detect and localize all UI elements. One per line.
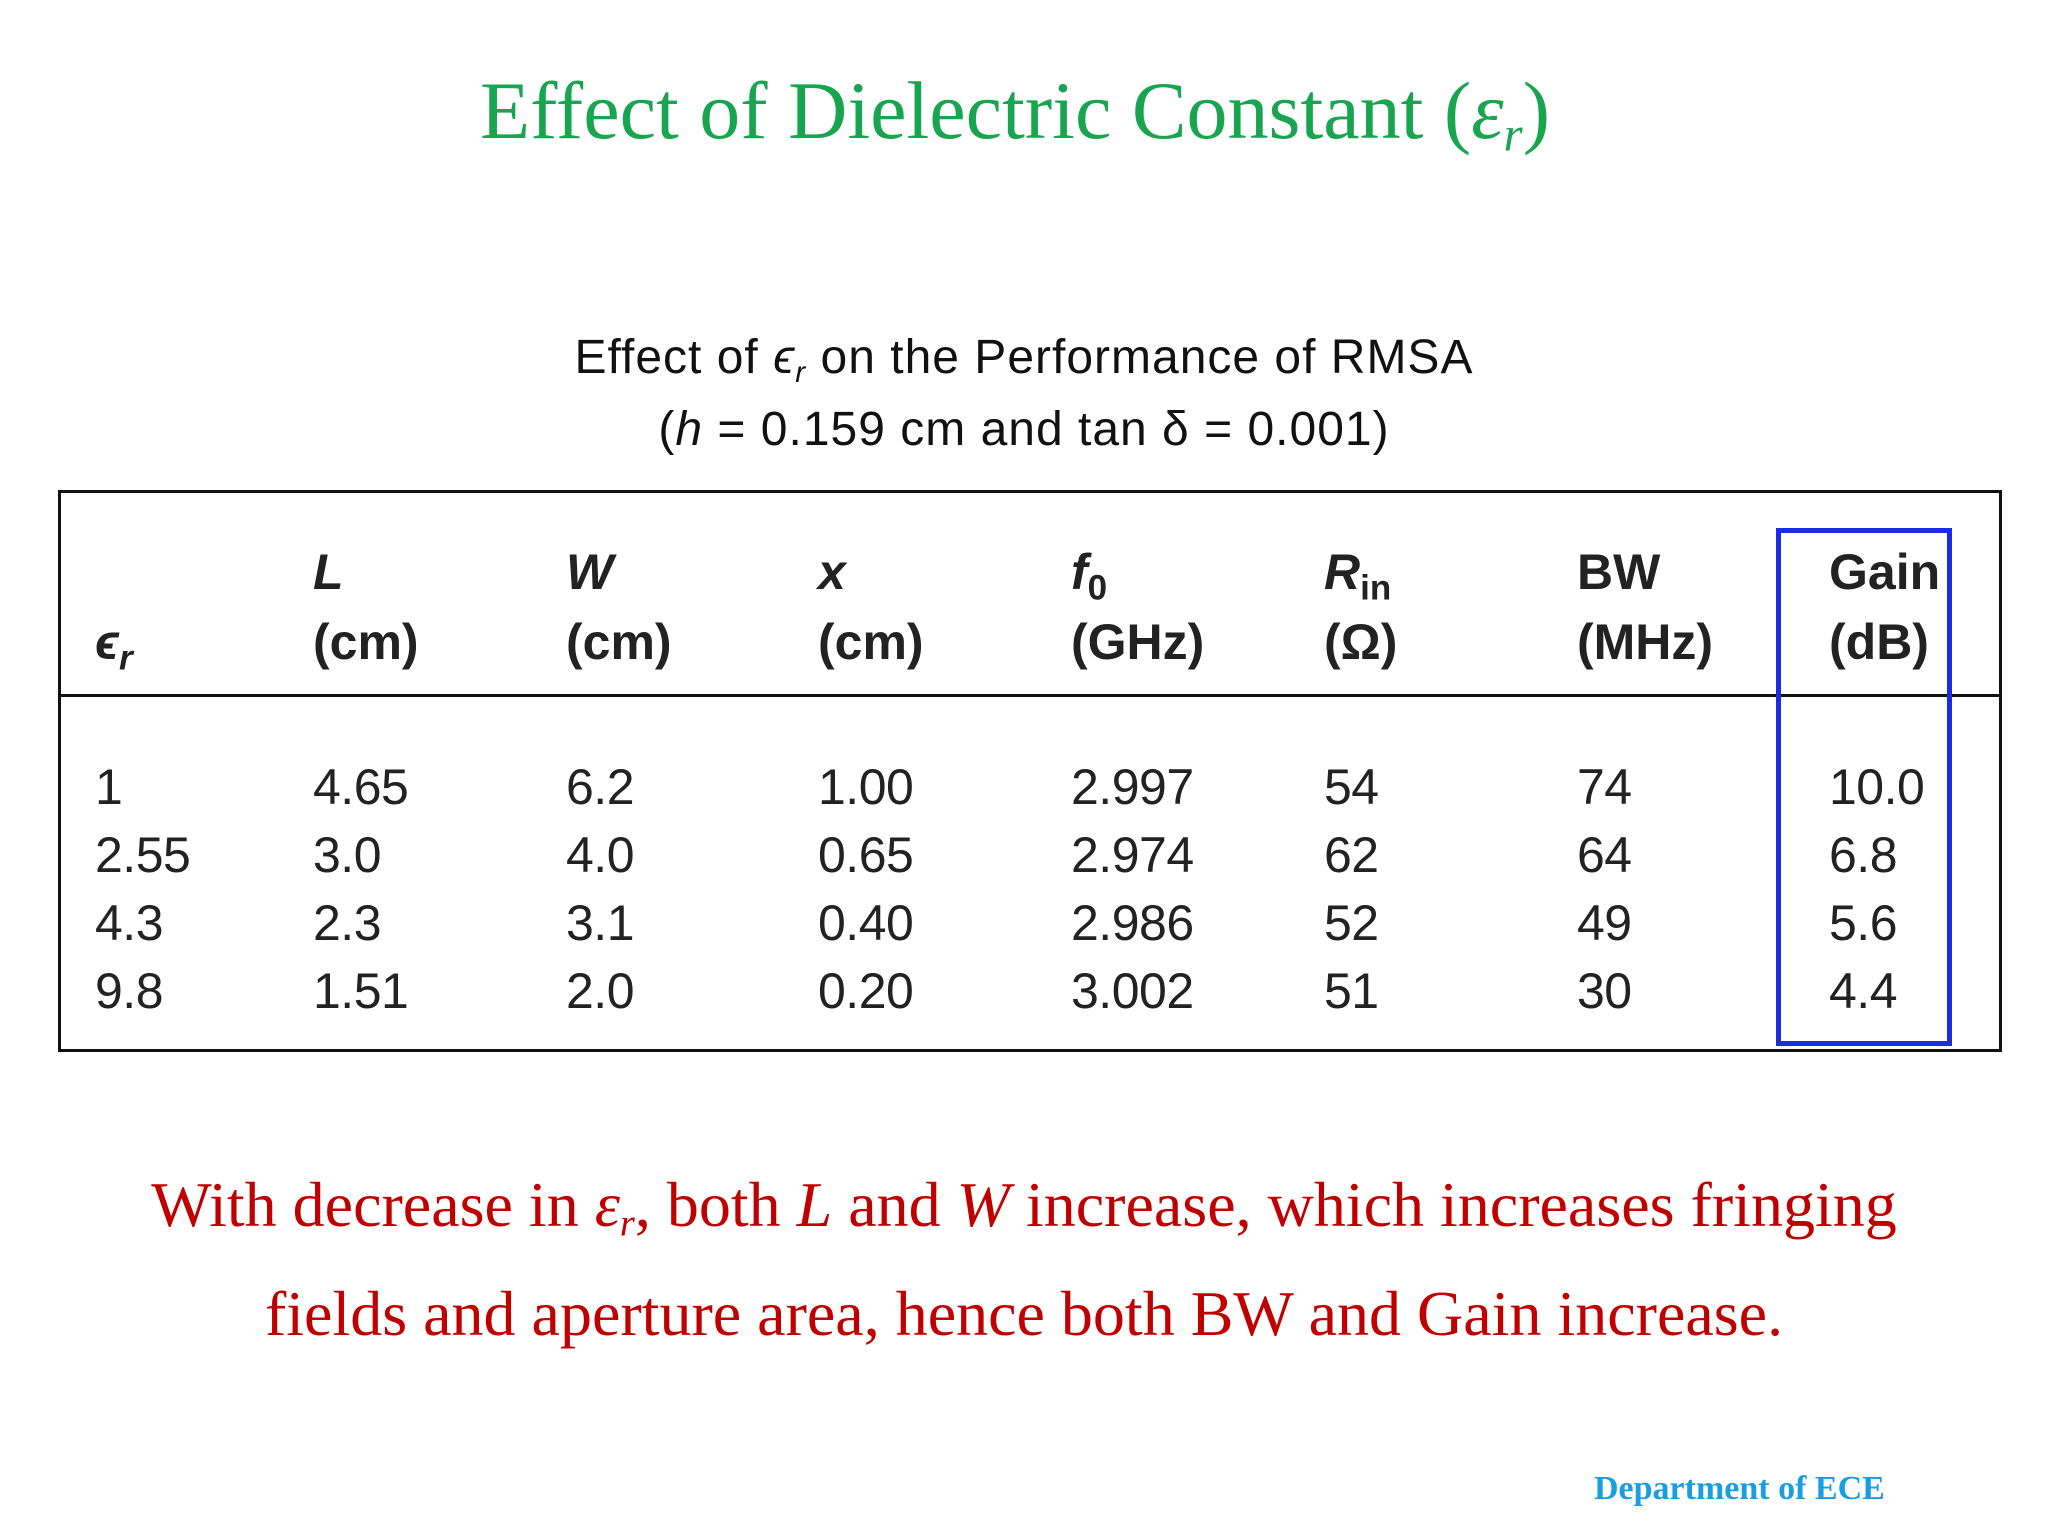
caption2-rest: = 0.159 cm and tan δ = 0.001) — [703, 403, 1390, 456]
cell-x: 1.00 — [818, 759, 914, 815]
header-x-symbol: x — [818, 544, 846, 600]
conclusion-part3: and — [832, 1169, 957, 1240]
header-l-symbol: L — [313, 544, 344, 600]
conclusion-part2: , both — [634, 1169, 797, 1240]
cell-er: 1 — [95, 759, 123, 815]
cell-rin: 54 — [1324, 759, 1379, 815]
table-caption-line1: Effect of ϵr on the Performance of RMSA — [0, 330, 2048, 390]
cell-er: 2.55 — [95, 827, 191, 883]
conclusion-l: L — [796, 1169, 833, 1240]
caption-suffix: on the Performance of RMSA — [806, 331, 1474, 384]
caption-prefix: Effect of — [574, 331, 774, 384]
cell-f0: 2.986 — [1071, 895, 1194, 951]
cell-gain: 4.4 — [1829, 963, 1898, 1019]
cell-x: 0.40 — [818, 895, 914, 951]
cell-l: 1.51 — [313, 963, 409, 1019]
caption2-open: ( — [658, 403, 676, 456]
cell-gain: 6.8 — [1829, 827, 1898, 883]
table-body: 1 4.65 6.2 1.00 2.997 54 74 10.0 2.55 3.… — [61, 753, 1999, 1025]
cell-l: 2.3 — [313, 895, 382, 951]
header-w-symbol: W — [566, 544, 614, 600]
table-row: 4.3 2.3 3.1 0.40 2.986 52 49 5.6 — [61, 889, 1999, 957]
header-rin-unit: (Ω) — [1324, 614, 1398, 670]
cell-gain: 10.0 — [1829, 759, 1925, 815]
cell-f0: 2.997 — [1071, 759, 1194, 815]
table-row: 9.8 1.51 2.0 0.20 3.002 51 30 4.4 — [61, 957, 1999, 1025]
conclusion-line2: fields and aperture area, hence both BW … — [264, 1277, 1784, 1349]
title-epsilon-symbol: εr — [1471, 65, 1522, 160]
header-gain: Gain (dB) — [1829, 537, 1940, 677]
header-rin-symbol: R — [1324, 544, 1361, 600]
header-epsilon-sub: r — [118, 638, 133, 678]
conclusion-epsilon: ε — [594, 1169, 620, 1240]
table-caption-line2: (h = 0.159 cm and tan δ = 0.001) — [0, 402, 2048, 457]
header-w-unit: (cm) — [566, 614, 672, 670]
header-rin: Rin (Ω) — [1324, 537, 1397, 677]
header-rin-sub: in — [1360, 568, 1392, 608]
cell-l: 4.65 — [313, 759, 409, 815]
conclusion-w: W — [956, 1169, 1010, 1240]
table-row: 2.55 3.0 4.0 0.65 2.974 62 64 6.8 — [61, 821, 1999, 889]
gain-column-highlight — [1776, 528, 1952, 1046]
cell-f0: 3.002 — [1071, 963, 1194, 1019]
caption-epsilon-sub: r — [795, 355, 807, 389]
conclusion-part4: increase, which increases fringing — [1009, 1169, 1897, 1240]
rmsa-performance-table: ϵr L (cm) W (cm) x (cm) f0 (GHz) Rin (Ω)… — [58, 490, 2002, 1052]
slide-title-suffix: ) — [1522, 65, 1550, 156]
slide-title-prefix: Effect of Dielectric Constant ( — [480, 65, 1472, 156]
title-epsilon-sub: r — [1503, 106, 1523, 162]
header-w: W (cm) — [566, 537, 672, 677]
header-bw-symbol: BW — [1577, 544, 1661, 600]
header-f0-symbol: f — [1071, 544, 1088, 600]
cell-bw: 74 — [1577, 759, 1632, 815]
header-l-unit: (cm) — [313, 614, 419, 670]
slide-title: Effect of Dielectric Constant (εr) — [0, 65, 2030, 161]
cell-er: 4.3 — [95, 895, 164, 951]
header-bw-unit: (MHz) — [1577, 614, 1714, 670]
table-header-row: ϵr L (cm) W (cm) x (cm) f0 (GHz) Rin (Ω)… — [61, 493, 1999, 697]
cell-bw: 30 — [1577, 963, 1632, 1019]
cell-bw: 64 — [1577, 827, 1632, 883]
cell-rin: 52 — [1324, 895, 1379, 951]
header-f0-sub: 0 — [1087, 568, 1108, 608]
conclusion-part1: With decrease in — [151, 1169, 595, 1240]
cell-er: 9.8 — [95, 963, 164, 1019]
header-gain-symbol: Gain — [1829, 544, 1941, 600]
cell-w: 6.2 — [566, 759, 635, 815]
title-epsilon: ε — [1471, 65, 1504, 156]
cell-rin: 51 — [1324, 963, 1379, 1019]
cell-bw: 49 — [1577, 895, 1632, 951]
conclusion-epsilon-sub: r — [619, 1202, 635, 1245]
header-bw: BW (MHz) — [1577, 537, 1713, 677]
caption-epsilon: ϵ — [773, 331, 796, 384]
cell-w: 2.0 — [566, 963, 635, 1019]
caption2-h: h — [675, 403, 704, 456]
header-epsilon-r: ϵr — [95, 607, 133, 694]
cell-w: 4.0 — [566, 827, 635, 883]
table-row: 1 4.65 6.2 1.00 2.997 54 74 10.0 — [61, 753, 1999, 821]
cell-f0: 2.974 — [1071, 827, 1194, 883]
cell-x: 0.65 — [818, 827, 914, 883]
header-f0: f0 (GHz) — [1071, 537, 1204, 677]
cell-rin: 62 — [1324, 827, 1379, 883]
header-epsilon: ϵ — [95, 614, 119, 670]
header-x: x (cm) — [818, 537, 924, 677]
header-gain-unit: (dB) — [1829, 614, 1929, 670]
department-footer: Department of ECE — [1594, 1470, 1885, 1507]
cell-x: 0.20 — [818, 963, 914, 1019]
cell-gain: 5.6 — [1829, 895, 1898, 951]
conclusion-text: With decrease in εr, both L and W increa… — [0, 1160, 2048, 1359]
conclusion-epsilon-symbol: εr — [594, 1169, 635, 1245]
header-l: L (cm) — [313, 537, 419, 677]
header-f0-unit: (GHz) — [1071, 614, 1205, 670]
cell-w: 3.1 — [566, 895, 635, 951]
header-x-unit: (cm) — [818, 614, 924, 670]
cell-l: 3.0 — [313, 827, 382, 883]
